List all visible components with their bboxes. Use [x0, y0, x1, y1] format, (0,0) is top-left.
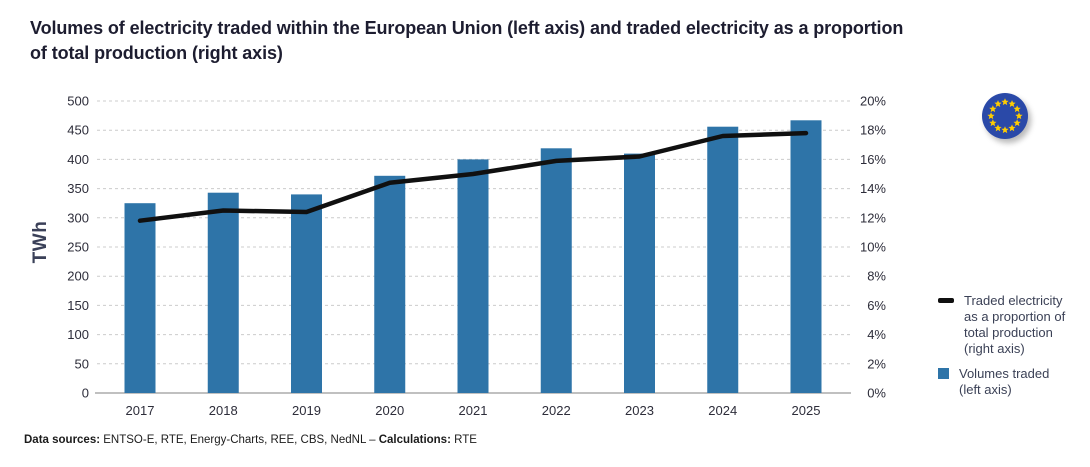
chart-legend: Traded electricity as a proportion of to…: [938, 293, 1078, 398]
eu-star-icon: [1001, 126, 1009, 134]
left-axis-tick: 150: [67, 298, 89, 313]
right-axis-tick: 12%: [860, 210, 886, 225]
x-axis-tick: 2018: [209, 403, 238, 418]
left-axis-tick: 250: [67, 240, 89, 255]
eu-star-icon: [989, 119, 997, 127]
eu-flag-icon: [982, 93, 1028, 139]
left-axis-tick: 200: [67, 269, 89, 284]
left-axis-tick: 350: [67, 181, 89, 196]
left-axis-tick: 300: [67, 210, 89, 225]
right-axis-tick: 2%: [867, 356, 886, 371]
bar-2025: [790, 120, 822, 394]
left-axis-tick: 0: [82, 386, 89, 401]
right-axis-tick: 14%: [860, 181, 886, 196]
bar-2023: [624, 153, 655, 393]
x-axis-tick: 2023: [625, 403, 654, 418]
x-axis-tick: 2022: [542, 403, 571, 418]
right-axis-tick: 10%: [860, 240, 886, 255]
right-axis-tick: 0%: [867, 386, 886, 401]
eu-star-icon: [1001, 98, 1009, 106]
bar-2022: [540, 148, 572, 393]
eu-star-icon: [987, 112, 995, 120]
calculations-label: Calculations:: [378, 434, 451, 446]
proportion-line: [137, 130, 809, 223]
x-axis-tick: 2020: [375, 403, 404, 418]
bar-2024: [707, 126, 739, 393]
data-sources-note: Data sources: ENTSO-E, RTE, Energy-Chart…: [24, 434, 477, 446]
eu-star-icon: [1013, 119, 1021, 127]
eu-star-icon: [1008, 124, 1016, 132]
legend-item-proportion-line: Traded electricity as a proportion of to…: [938, 293, 1078, 357]
right-axis-tick: 16%: [860, 152, 886, 167]
left-axis-tick: 500: [67, 94, 89, 109]
x-axis-tick: 2017: [126, 403, 155, 418]
bar-2020: [374, 175, 406, 393]
eu-star-icon: [994, 124, 1002, 132]
eu-star-icon: [1008, 100, 1016, 107]
right-axis-tick: 4%: [867, 327, 886, 342]
square-marker-icon: [938, 368, 949, 379]
right-axis-tick: 18%: [860, 123, 886, 138]
sources-text: ENTSO-E, RTE, Energy-Charts, REE, CBS, N…: [100, 434, 379, 446]
x-axis-tick: 2025: [792, 403, 821, 418]
right-axis-tick: 20%: [860, 94, 886, 109]
right-axis-tick: 6%: [867, 298, 886, 313]
left-axis-title: TWh: [30, 221, 51, 264]
x-axis-tick: 2021: [459, 403, 488, 418]
left-axis-tick: 450: [67, 123, 89, 138]
line-marker-icon: [938, 298, 954, 303]
legend-label-proportion: Traded electricity as a proportion of to…: [964, 293, 1066, 356]
eu-star-icon: [994, 100, 1002, 107]
chart-title-line-2: of total production (right axis): [30, 43, 283, 63]
calculations-text: RTE: [450, 434, 477, 446]
bar-2019: [291, 194, 322, 393]
x-axis-tick: 2019: [292, 403, 321, 418]
left-axis-tick: 100: [67, 327, 89, 342]
eu-star-icon: [1013, 105, 1021, 113]
left-axis-tick: 400: [67, 152, 89, 167]
sources-label: Data sources:: [24, 434, 101, 446]
right-axis-tick: 8%: [867, 269, 886, 284]
x-axis-tick: 2024: [708, 403, 737, 418]
bar-2021: [457, 159, 489, 393]
eu-star-icon: [989, 105, 997, 113]
bar-2017: [124, 203, 156, 393]
bar-2018: [207, 192, 239, 393]
eu-flag-stars: [987, 98, 1023, 134]
eu-star-icon: [1015, 112, 1023, 120]
legend-item-volumes-bar: Volumes traded (left axis): [938, 366, 1078, 398]
chart-title-line-1: Volumes of electricity traded within the…: [30, 18, 904, 38]
left-axis-tick: 50: [75, 356, 89, 371]
legend-label-volumes: Volumes traded (left axis): [959, 366, 1050, 397]
chart-title: Volumes of electricity traded within the…: [30, 16, 903, 66]
